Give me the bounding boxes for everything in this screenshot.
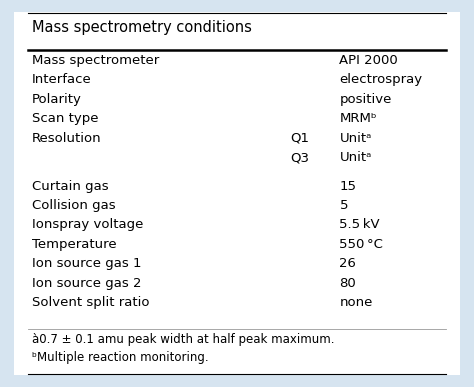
Text: 5: 5	[339, 199, 348, 212]
Text: Q1: Q1	[291, 132, 310, 145]
Text: 5.5 kV: 5.5 kV	[339, 218, 380, 231]
Text: none: none	[339, 296, 373, 309]
Text: 80: 80	[339, 277, 356, 290]
Text: Temperature: Temperature	[32, 238, 117, 251]
Text: positive: positive	[339, 93, 392, 106]
Text: Ion source gas 1: Ion source gas 1	[32, 257, 142, 271]
Text: à0.7 ± 0.1 amu peak width at half peak maximum.: à0.7 ± 0.1 amu peak width at half peak m…	[32, 332, 335, 346]
Text: Q3: Q3	[291, 151, 310, 164]
Text: Polarity: Polarity	[32, 93, 82, 106]
Text: Solvent split ratio: Solvent split ratio	[32, 296, 149, 309]
Text: Scan type: Scan type	[32, 112, 99, 125]
FancyBboxPatch shape	[14, 12, 460, 375]
Text: Collision gas: Collision gas	[32, 199, 116, 212]
Text: Curtain gas: Curtain gas	[32, 180, 109, 193]
Text: 15: 15	[339, 180, 356, 193]
Text: Resolution: Resolution	[32, 132, 101, 145]
Text: Ionspray voltage: Ionspray voltage	[32, 218, 144, 231]
Text: electrospray: electrospray	[339, 74, 423, 86]
Text: Unitᵃ: Unitᵃ	[339, 132, 372, 145]
Text: Mass spectrometer: Mass spectrometer	[32, 54, 159, 67]
Text: 26: 26	[339, 257, 356, 271]
Text: ᵇMultiple reaction monitoring.: ᵇMultiple reaction monitoring.	[32, 351, 209, 365]
Text: API 2000: API 2000	[339, 54, 398, 67]
Text: MRMᵇ: MRMᵇ	[339, 112, 377, 125]
Text: 550 °C: 550 °C	[339, 238, 383, 251]
Text: Unitᵃ: Unitᵃ	[339, 151, 372, 164]
Text: Ion source gas 2: Ion source gas 2	[32, 277, 142, 290]
Text: Interface: Interface	[32, 74, 92, 86]
Text: Mass spectrometry conditions: Mass spectrometry conditions	[32, 21, 252, 36]
